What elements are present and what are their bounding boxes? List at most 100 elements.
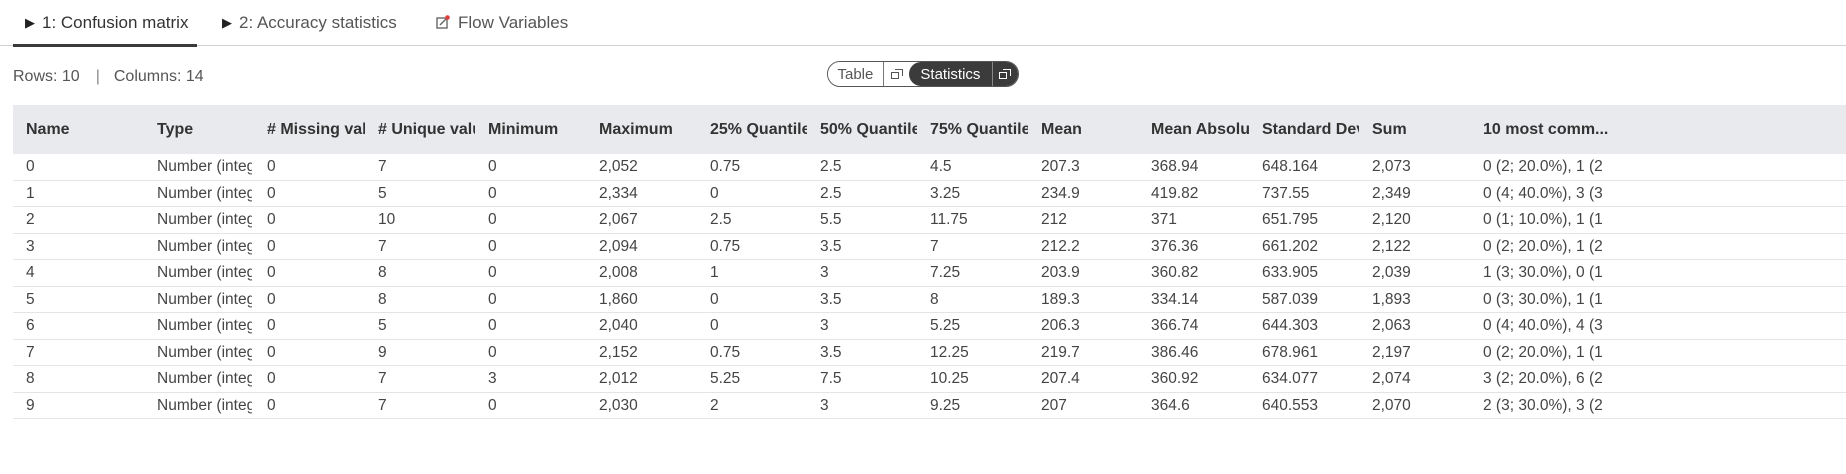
table-cell: 0 — [710, 184, 719, 202]
table-cell: 633.905 — [1262, 264, 1319, 281]
table-cell: 0 — [488, 343, 497, 361]
table-row[interactable]: 0 Number (integer 0 7 0 2,052 0.75 2.5 4.5 207.3 3… — [13, 154, 1846, 181]
table-cell: 0 — [488, 290, 497, 308]
table-cell: 0 — [488, 396, 497, 414]
table-cell: 366.74 — [1151, 317, 1199, 334]
table-cell: 1 — [26, 184, 35, 202]
table-cell: 6 — [26, 317, 35, 334]
column-header[interactable]: Sum — [1372, 121, 1407, 138]
column-header[interactable]: Standard Devi... — [1262, 121, 1359, 138]
table-cell: 0.75 — [710, 158, 741, 175]
table-cell: Number (integer — [157, 370, 252, 387]
info-separator: | — [95, 68, 100, 85]
table-cell: 4 — [26, 264, 35, 281]
column-header[interactable]: # Missing val... — [267, 121, 365, 138]
table-cell: 10.25 — [930, 370, 969, 387]
table-cell: 0 — [488, 184, 497, 202]
column-header[interactable]: Maximum — [599, 121, 673, 138]
table-cell: 2.5 — [820, 158, 842, 175]
column-header[interactable]: 10 most comm... — [1483, 121, 1609, 138]
table-info: Rows: 10 | Columns: 14 — [13, 68, 204, 86]
table-cell: 2,122 — [1372, 237, 1411, 255]
table-row[interactable]: 8 Number (integer 0 7 3 2,012 5.25 7.5 10.25 207.… — [13, 366, 1846, 393]
table-cell: 7 — [378, 370, 387, 387]
table-cell: 2 — [26, 211, 35, 228]
table-row[interactable]: 6 Number (integer 0 5 0 2,040 0 3 5.25 206.3 366.7… — [13, 313, 1846, 340]
open-statistics-window-icon[interactable] — [991, 62, 1018, 86]
column-header[interactable]: 25% Quantile — [710, 121, 807, 138]
table-cell: 12.25 — [930, 343, 969, 361]
rows-count: Rows: 10 — [13, 68, 80, 85]
table-cell: 206.3 — [1041, 317, 1080, 334]
column-header[interactable]: 75% Quantile — [930, 121, 1028, 138]
table-cell: 0 — [267, 370, 276, 387]
flow-variable-icon — [436, 15, 450, 29]
column-header[interactable]: Name — [26, 121, 70, 138]
table-cell: 3 — [820, 264, 829, 281]
table-row[interactable]: 3 Number (integer 0 7 0 2,094 0.75 3.5 7 212.2 376… — [13, 234, 1846, 260]
table-cell: 5 — [378, 184, 387, 202]
open-table-window-icon[interactable] — [882, 62, 910, 86]
table-cell: Number (integer — [157, 211, 252, 228]
table-cell: Number (integer — [157, 158, 252, 175]
play-triangle-icon: ▶ — [222, 15, 232, 30]
table-cell: 640.553 — [1262, 396, 1319, 414]
table-cell: 2,030 — [599, 396, 638, 414]
table-cell: 651.795 — [1262, 211, 1319, 228]
table-cell: 7 — [378, 237, 387, 255]
table-cell: 2,120 — [1372, 211, 1411, 228]
column-header[interactable]: Mean — [1041, 121, 1082, 138]
table-cell: 234.9 — [1041, 184, 1080, 202]
table-row[interactable]: 1 Number (integer 0 5 0 2,334 0 2.5 3.25 234.9 419… — [13, 181, 1846, 207]
table-cell: 8 — [378, 264, 387, 281]
column-header[interactable]: Mean Absolut... — [1151, 121, 1249, 138]
table-cell: 2 (3; 30.0%), 3 (2 — [1483, 396, 1603, 414]
table-row[interactable]: 7 Number (integer 0 9 0 2,152 0.75 3.5 12.25 219.… — [13, 340, 1846, 366]
table-view-button[interactable]: Table — [828, 62, 883, 86]
table-row[interactable]: 2 Number (integer 0 10 0 2,067 2.5 5.5 11.75 212 3… — [13, 207, 1846, 234]
table-cell: 0 (2; 20.0%), 1 (2 — [1483, 158, 1603, 175]
table-cell: 0 — [267, 317, 276, 334]
table-cell: 0 — [710, 317, 719, 334]
statistics-table: Name Type # Missing val... # Unique values M… — [13, 105, 1846, 474]
table-cell: Number (integer — [157, 317, 252, 334]
table-cell: 9.25 — [930, 396, 961, 414]
table-cell: 334.14 — [1151, 290, 1199, 308]
table-cell: 0 — [267, 290, 276, 308]
table-cell: 3.25 — [930, 184, 961, 202]
tab-confusion-matrix[interactable]: ▶ 1: Confusion matrix — [12, 0, 198, 47]
table-cell: 207.4 — [1041, 370, 1080, 387]
view-toggle: Table Statistics — [827, 61, 1019, 87]
table-cell: 7 — [930, 237, 939, 255]
table-cell: 11.75 — [930, 211, 968, 228]
column-header[interactable]: # Unique values — [378, 121, 475, 138]
table-cell: 0 — [488, 158, 497, 175]
table-cell: 189.3 — [1041, 290, 1080, 308]
table-cell: 0 — [488, 264, 497, 281]
table-cell: 3 — [26, 237, 35, 255]
table-row[interactable]: 4 Number (integer 0 8 0 2,008 1 3 7.25 203.9 360.8… — [13, 260, 1846, 287]
table-cell: 0 (4; 40.0%), 4 (3 — [1483, 317, 1603, 334]
table-cell: 0 (2; 20.0%), 1 (1 — [1483, 343, 1603, 361]
column-header[interactable]: Minimum — [488, 121, 559, 138]
table-cell: 2,039 — [1372, 264, 1411, 281]
table-cell: 0.75 — [710, 237, 741, 255]
table-cell: 386.46 — [1151, 343, 1199, 361]
table-cell: 9 — [378, 343, 387, 361]
table-cell: 5.5 — [820, 211, 842, 228]
column-header[interactable]: 50% Quantile (... — [820, 121, 917, 138]
table-cell: 0 — [267, 184, 276, 202]
tab-accuracy-statistics[interactable]: ▶ 2: Accuracy statistics — [222, 0, 397, 46]
table-cell: Number (integer — [157, 343, 252, 361]
statistics-view-button[interactable]: Statistics — [909, 62, 992, 86]
table-cell: Number (integer — [157, 237, 252, 255]
table-cell: 1 (3; 30.0%), 0 (1 — [1483, 264, 1603, 281]
table-cell: 0 — [488, 211, 497, 228]
column-header[interactable]: Type — [157, 121, 194, 138]
table-cell: Number (integer — [157, 184, 252, 202]
table-row[interactable]: 9 Number (integer 0 7 0 2,030 2 3 9.25 207 364.6 64… — [13, 393, 1846, 419]
table-row[interactable]: 5 Number (integer 0 8 0 1,860 0 3.5 8 189.3 334.14… — [13, 287, 1846, 313]
table-cell: 1,860 — [599, 290, 638, 308]
tab-flow-variables[interactable]: Flow Variables — [436, 0, 568, 46]
table-cell: 7 — [378, 396, 387, 414]
